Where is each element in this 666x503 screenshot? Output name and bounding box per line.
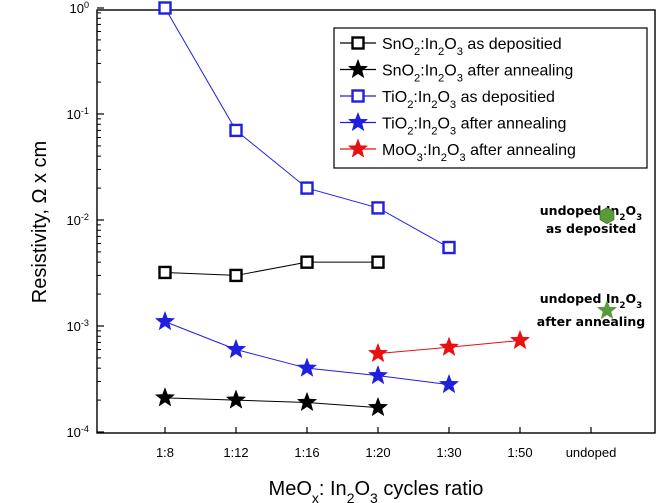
- data-point-series-1: [367, 396, 389, 417]
- x-tick-label: 1:16: [294, 445, 319, 460]
- x-axis-title: MeOx: In2O3 cycles ratio: [269, 478, 484, 503]
- data-point-series-0: [229, 268, 243, 283]
- y-axis-title: Resistivity, Ω x cm: [29, 141, 51, 303]
- annotation-text: undoped In2O3: [540, 203, 642, 223]
- series-line-3: [164, 321, 450, 386]
- legend-marker: [347, 58, 369, 79]
- x-tick-label: 1:50: [507, 445, 532, 460]
- legend-label: TiO2:In2O3 as depositied: [382, 89, 555, 111]
- data-point-series-2: [158, 1, 172, 15]
- y-tick-label: 10-3: [66, 318, 89, 334]
- data-point-series-3: [225, 338, 247, 359]
- x-tick-label: undoped: [566, 445, 617, 460]
- data-point-series-3: [296, 357, 318, 377]
- data-point-series-2: [442, 240, 456, 255]
- legend-label: SnO2:In2O3 as depositied: [382, 36, 562, 58]
- legend-label: MoO3:In2O3 after annealing: [382, 142, 576, 164]
- y-tick-label: 10-4: [66, 424, 89, 440]
- data-point-series-0: [371, 255, 385, 269]
- legend-marker: [351, 36, 365, 50]
- legend-marker: [351, 89, 365, 103]
- annotation-marker: [599, 207, 615, 225]
- legend-label: SnO2:In2O3 after annealing: [382, 63, 573, 85]
- data-point-series-0: [300, 255, 314, 269]
- data-point-series-3: [367, 364, 389, 385]
- annotation-marker: [596, 299, 618, 320]
- series-line-1: [164, 397, 379, 409]
- data-point-series-2: [300, 181, 314, 195]
- legend-box: [333, 27, 648, 169]
- data-point-series-0: [158, 265, 172, 280]
- data-point-series-2: [229, 123, 243, 138]
- series-line-0: [164, 261, 378, 276]
- data-point-series-2: [371, 201, 385, 215]
- y-tick-label: 10-2: [66, 212, 89, 228]
- data-point-series-4: [367, 342, 389, 363]
- y-tick-label: 100: [69, 0, 89, 16]
- plot-frame: [96, 9, 656, 434]
- data-point-series-3: [154, 310, 176, 331]
- data-point-series-1: [296, 391, 318, 412]
- x-tick-label: 1:12: [223, 445, 248, 460]
- x-tick-label: 1:30: [436, 445, 461, 460]
- data-point-series-3: [438, 373, 460, 394]
- annotation-text: as deposited: [546, 221, 636, 236]
- annotation-text: after annealing: [537, 314, 645, 329]
- data-point-series-1: [154, 387, 176, 407]
- data-point-series-1: [225, 389, 247, 409]
- annotation-text: undoped In2O3: [540, 291, 642, 311]
- legend-marker: [347, 138, 369, 158]
- x-tick-label: 1:8: [156, 445, 174, 460]
- y-tick-label: 10-1: [66, 106, 89, 122]
- legend-label: TiO2:In2O3 after annealing: [382, 116, 566, 138]
- legend-marker: [347, 111, 369, 132]
- x-tick-label: 1:20: [365, 445, 390, 460]
- data-point-series-4: [509, 329, 531, 350]
- data-point-series-4: [438, 336, 460, 356]
